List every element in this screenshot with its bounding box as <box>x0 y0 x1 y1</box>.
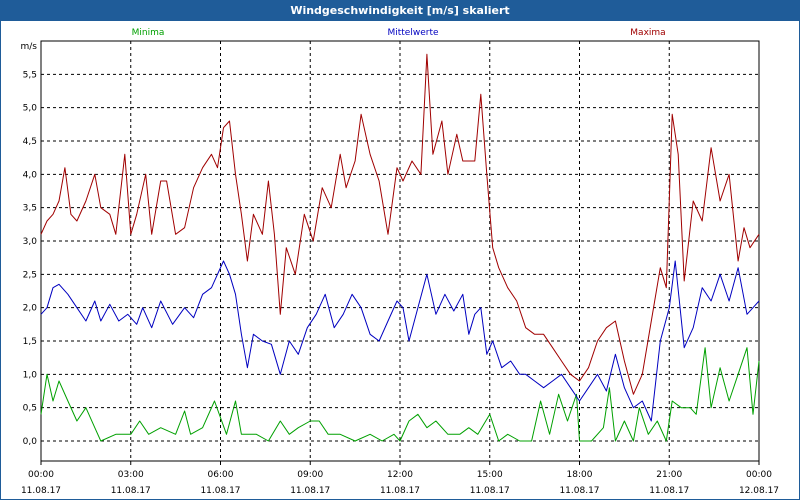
x-tick-date-label: 11.08.17 <box>200 486 240 496</box>
y-tick-label: 3,0 <box>23 237 38 247</box>
x-tick-date-label: 11.08.17 <box>290 486 330 496</box>
x-tick-time-label: 00:00 <box>746 470 772 480</box>
x-tick-time-label: 21:00 <box>656 470 682 480</box>
x-tick-time-label: 03:00 <box>118 470 144 480</box>
x-tick-date-label: 11.08.17 <box>380 486 420 496</box>
window-title: Windgeschwindigkeit [m/s] skaliert <box>1 1 799 21</box>
y-tick-label: 2,0 <box>23 304 38 314</box>
legend-label-minima: Minima <box>132 28 165 38</box>
x-tick-time-label: 09:00 <box>297 470 323 480</box>
x-tick-time-label: 12:00 <box>387 470 413 480</box>
series-line-mittelwerte <box>40 260 760 422</box>
y-tick-label: 1,5 <box>23 337 37 347</box>
y-tick-label: 0,0 <box>23 437 38 447</box>
series-line-maxima <box>40 53 760 395</box>
y-tick-label: 4,0 <box>23 170 38 180</box>
series-line-minima <box>40 347 760 442</box>
x-tick-time-label: 00:00 <box>28 470 54 480</box>
x-tick-time-label: 06:00 <box>208 470 234 480</box>
x-tick-date-label: 11.08.17 <box>559 486 599 496</box>
legend-label-mittelwerte: Mittelwerte <box>387 28 438 38</box>
y-tick-label: 5,0 <box>23 104 38 114</box>
x-tick-time-label: 15:00 <box>477 470 503 480</box>
y-axis-unit: m/s <box>21 42 38 52</box>
x-tick-date-label: 12.08.17 <box>739 486 779 496</box>
x-tick-date-label: 11.08.17 <box>111 486 151 496</box>
y-tick-label: 3,5 <box>23 204 37 214</box>
y-tick-label: 4,5 <box>23 137 37 147</box>
x-tick-date-label: 11.08.17 <box>470 486 510 496</box>
y-tick-label: 1,0 <box>23 370 38 380</box>
y-tick-label: 2,5 <box>23 270 37 280</box>
legend-label-maxima: Maxima <box>630 28 665 38</box>
x-tick-date-label: 11.08.17 <box>649 486 689 496</box>
x-tick-time-label: 18:00 <box>567 470 593 480</box>
y-tick-label: 0,5 <box>23 404 37 414</box>
y-tick-label: 5,5 <box>23 70 37 80</box>
x-tick-date-label: 11.08.17 <box>21 486 61 496</box>
